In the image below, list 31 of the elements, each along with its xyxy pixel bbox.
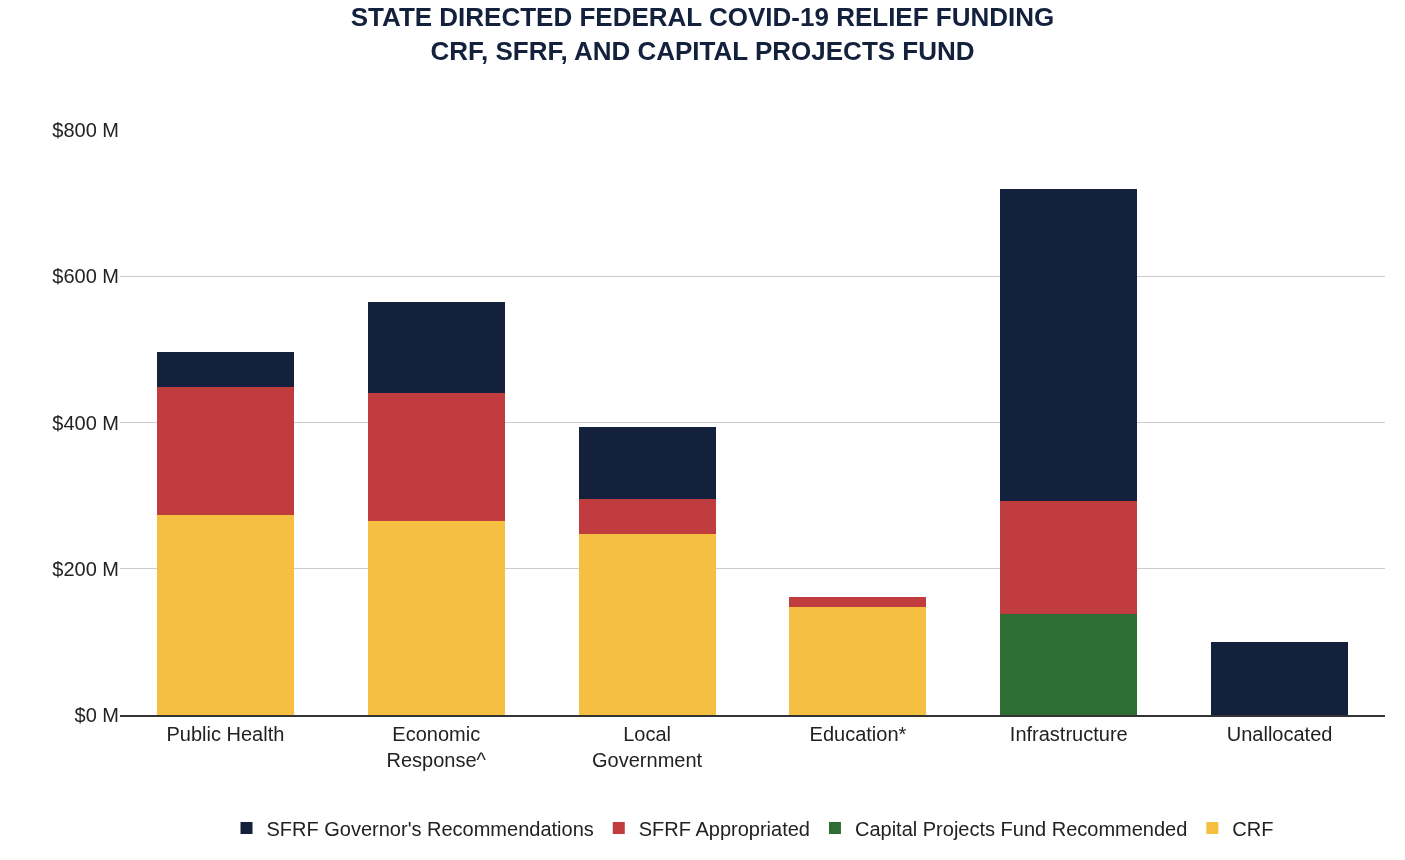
bar xyxy=(578,498,716,534)
x-tick-label: Economic Response^ xyxy=(386,723,487,771)
bar xyxy=(367,301,505,394)
x-tick-label: Unallocated xyxy=(1226,723,1333,745)
x-tick-label: Local Government xyxy=(592,723,703,771)
x-tick-label: Infrastructure xyxy=(1009,723,1128,745)
x-tick-label: Education* xyxy=(809,723,907,745)
bar xyxy=(367,521,505,715)
bar xyxy=(156,351,294,388)
legend-label: SFRF Governor's Recommendations xyxy=(266,817,594,840)
legend-label: SFRF Appropriated xyxy=(638,817,810,840)
bar xyxy=(1000,614,1138,715)
bar xyxy=(156,387,294,516)
bar xyxy=(789,596,927,607)
legend-label: Capital Projects Fund Recommended xyxy=(854,817,1188,840)
bar xyxy=(1211,641,1349,715)
y-tick-label: $0 M xyxy=(74,704,119,726)
bar xyxy=(789,606,927,715)
chart-title: STATE DIRECTED FEDERAL COVID-19 RELIEF FUNDING CRF, SFRF, AND CAPITAL PROJECTS FUND xyxy=(350,1,1055,66)
bar xyxy=(578,533,716,715)
legend-label: CRF xyxy=(1232,817,1274,840)
bar xyxy=(1000,188,1138,501)
y-tick-label: $600 M xyxy=(52,265,119,288)
bar xyxy=(578,426,716,499)
x-tick-label: Public Health xyxy=(166,723,285,745)
y-tick-label: $400 M xyxy=(52,411,119,434)
y-tick-label: $200 M xyxy=(52,557,119,580)
y-tick-label: $800 M xyxy=(52,119,119,141)
bar xyxy=(156,515,294,715)
bar xyxy=(1000,500,1138,615)
bar xyxy=(367,393,505,522)
